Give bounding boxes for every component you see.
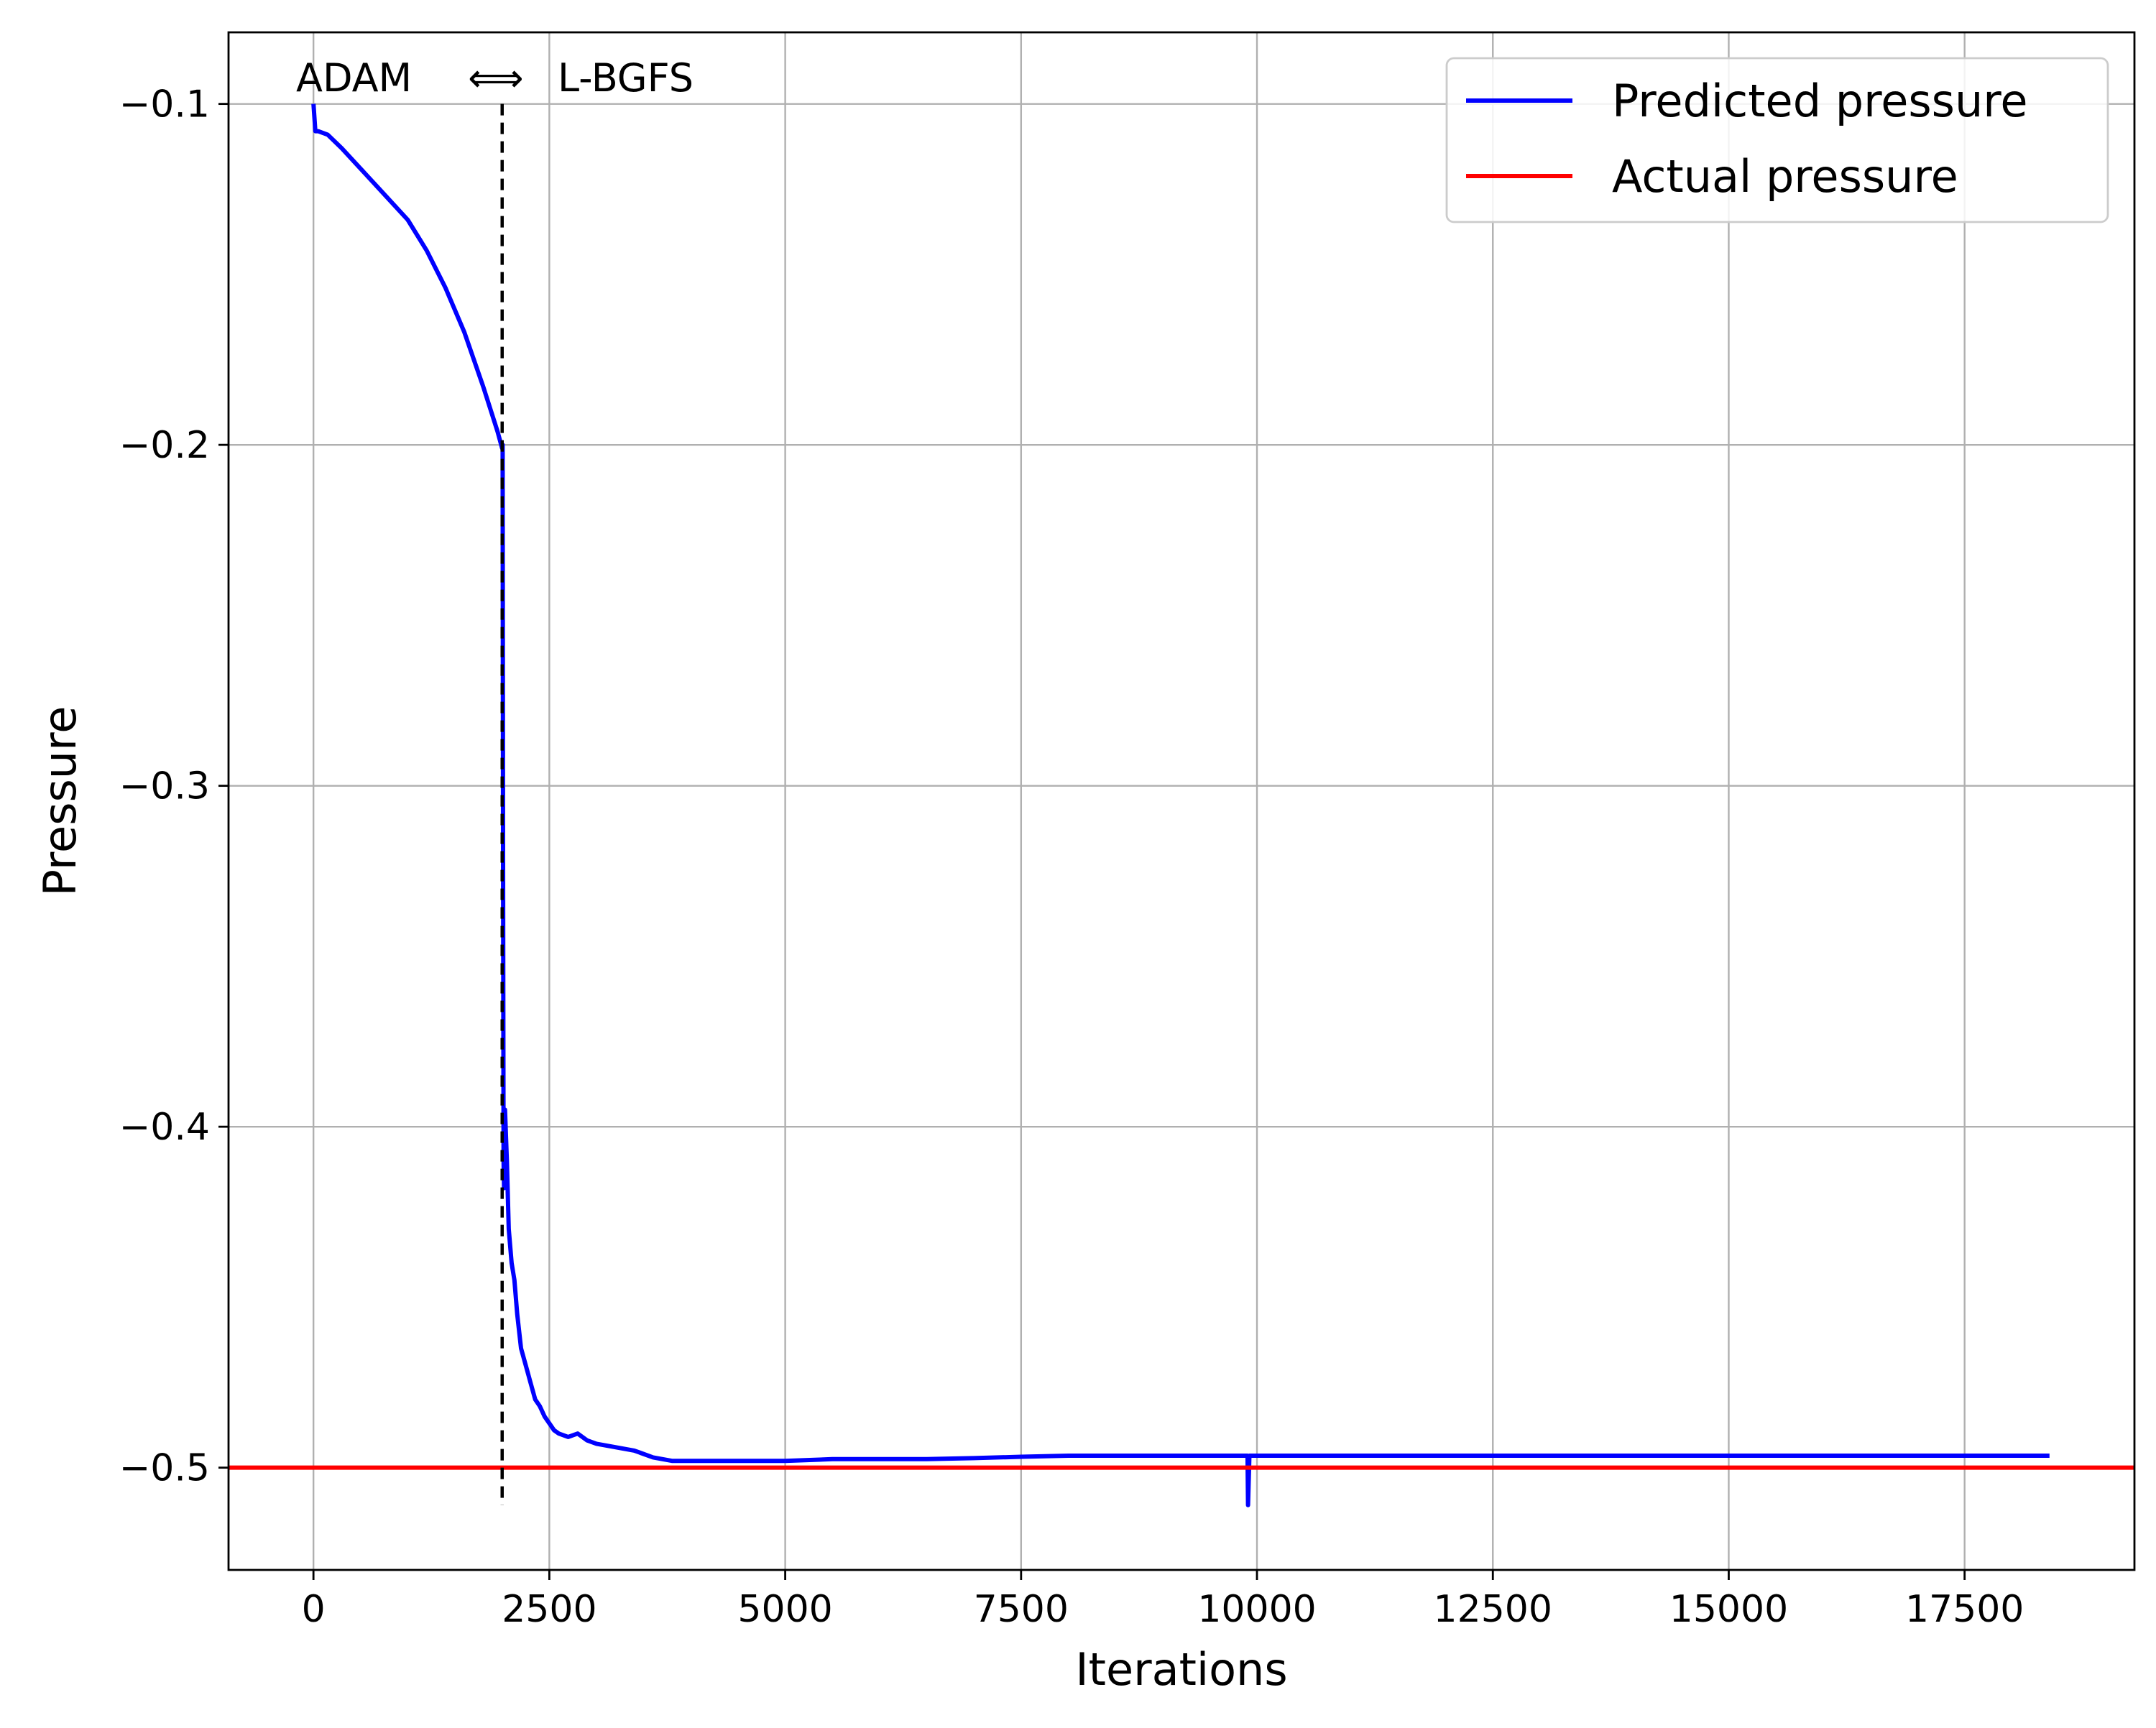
y-tick-label: −0.5 [119, 1447, 210, 1490]
x-tick-label: 7500 [974, 1588, 1069, 1631]
y-axis-label: Pressure [34, 706, 86, 897]
lbfgs-phase-label: L-BGFS [558, 55, 694, 101]
switch-arrow-label: ⟺ [468, 55, 523, 101]
x-tick-label: 2500 [502, 1588, 596, 1631]
legend-box [1445, 57, 2109, 223]
x-tick-label: 0 [302, 1588, 326, 1631]
x-tick-label: 12500 [1434, 1588, 1552, 1631]
plot-frame [227, 31, 2136, 1571]
x-tick-label: 10000 [1197, 1588, 1316, 1631]
y-tick-label: −0.1 [119, 83, 210, 126]
adam-phase-label: ADAM [296, 55, 412, 101]
legend-label-predicted: Predicted pressure [1612, 75, 2028, 127]
x-tick-label: 5000 [737, 1588, 832, 1631]
y-tick-label: −0.2 [119, 424, 210, 467]
x-axis-label: Iterations [1075, 1643, 1287, 1696]
series-line-predicted-pressure [311, 103, 2050, 1507]
y-tick-label: −0.4 [119, 1106, 210, 1149]
x-tick-label: 17500 [1905, 1588, 2024, 1631]
x-tick-label: 15000 [1669, 1588, 1788, 1631]
y-tick-label: −0.3 [119, 765, 210, 808]
legend-label-actual: Actual pressure [1612, 150, 1958, 203]
